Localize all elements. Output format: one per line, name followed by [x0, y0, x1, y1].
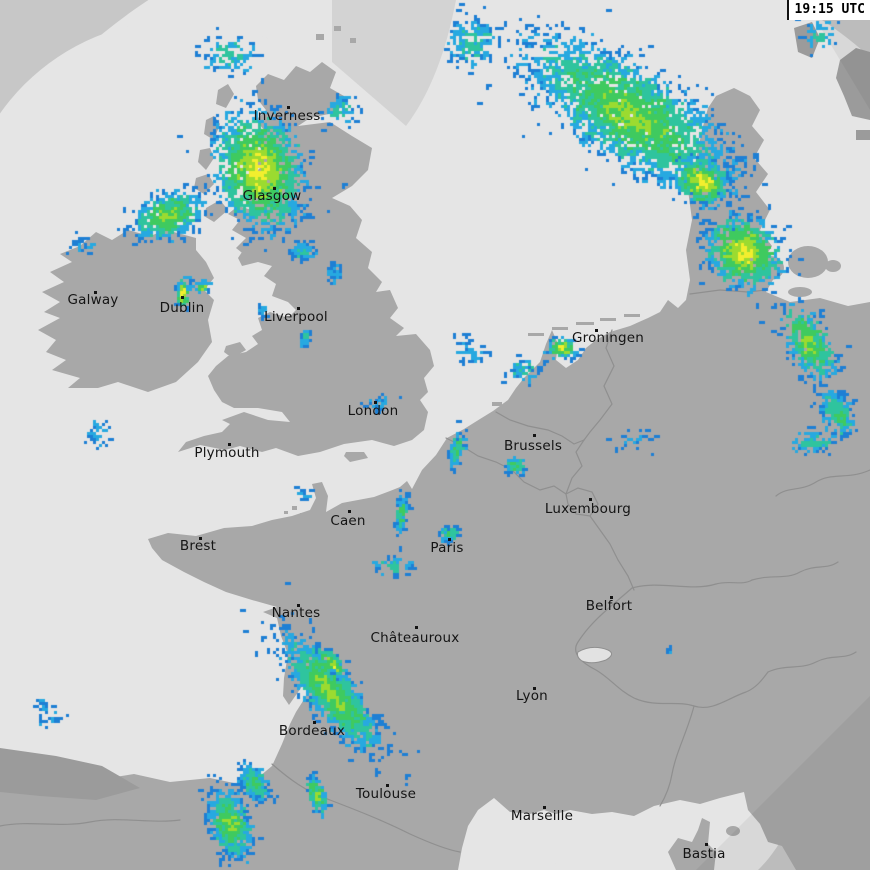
city-dot-brest: [199, 537, 202, 540]
city-label-marseille: Marseille: [510, 808, 574, 824]
city-dot-liverpool: [297, 307, 300, 310]
city-label-paris: Paris: [430, 540, 464, 556]
city-dot-bastia: [705, 843, 708, 846]
city-dot-toulouse: [386, 784, 389, 787]
city-dot-glasgow: [273, 187, 276, 190]
city-dot-luxembourg: [589, 498, 592, 501]
city-label-inverness: Inverness: [253, 108, 321, 124]
city-label-toulouse: Toulouse: [355, 786, 417, 802]
city-dot-inverness: [287, 106, 290, 109]
timestamp-badge: 19:15 UTC: [786, 0, 870, 20]
city-label-plymouth: Plymouth: [194, 445, 260, 461]
city-dot-london: [374, 401, 377, 404]
city-label-liverpool: Liverpool: [264, 309, 328, 325]
city-dot-marseille: [543, 806, 546, 809]
city-label-dublin: Dublin: [159, 300, 205, 316]
city-dot-plymouth: [228, 443, 231, 446]
city-dot-ch-teauroux: [415, 626, 418, 629]
city-dot-dublin: [181, 296, 184, 299]
city-dot-nantes: [297, 604, 300, 607]
city-dot-bordeaux: [313, 721, 316, 724]
city-label-bastia: Bastia: [682, 846, 726, 862]
city-label-brest: Brest: [179, 538, 217, 554]
city-label-london: London: [347, 403, 399, 419]
city-label-lyon: Lyon: [516, 688, 548, 704]
city-dot-caen: [348, 510, 351, 513]
city-label-glasgow: Glasgow: [242, 188, 302, 204]
city-label-groningen: Groningen: [571, 330, 645, 346]
city-dot-paris: [448, 538, 451, 541]
city-label-luxembourg: Luxembourg: [544, 501, 632, 517]
city-label-nantes: Nantes: [271, 605, 321, 621]
city-dot-galway: [94, 291, 97, 294]
city-label-caen: Caen: [330, 513, 366, 529]
city-dot-brussels: [533, 434, 536, 437]
city-label-brussels: Brussels: [503, 438, 563, 454]
city-label-galway: Galway: [67, 292, 119, 308]
city-label-bordeaux: Bordeaux: [278, 723, 346, 739]
city-label-ch-teauroux: Châteauroux: [370, 630, 460, 646]
city-dot-lyon: [533, 687, 536, 690]
city-dot-belfort: [610, 596, 613, 599]
city-dot-groningen: [595, 329, 598, 332]
city-label-belfort: Belfort: [585, 598, 633, 614]
